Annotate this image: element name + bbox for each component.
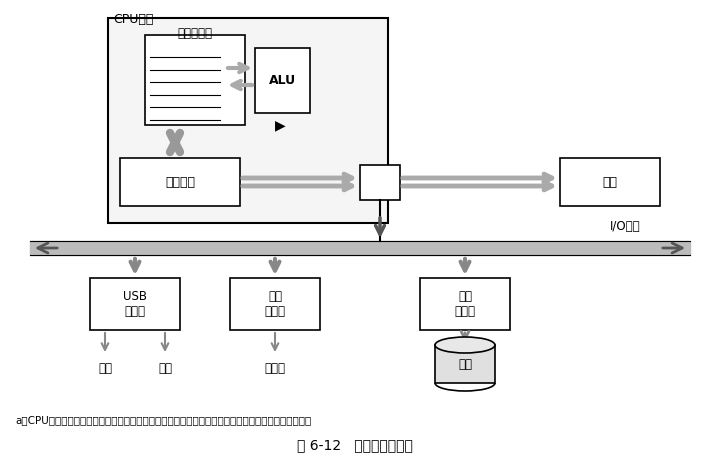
FancyBboxPatch shape — [90, 278, 180, 330]
FancyBboxPatch shape — [420, 278, 510, 330]
Text: 鼠标: 鼠标 — [98, 362, 112, 375]
Text: 寄存器文件: 寄存器文件 — [178, 27, 213, 40]
Text: I/O总线: I/O总线 — [610, 220, 641, 233]
Text: 磁盘
控制器: 磁盘 控制器 — [454, 290, 476, 318]
Text: 图 6-12   读一个磁盘扇区: 图 6-12 读一个磁盘扇区 — [297, 438, 413, 452]
Text: ▶: ▶ — [274, 118, 285, 132]
Ellipse shape — [435, 337, 495, 353]
FancyBboxPatch shape — [435, 345, 495, 383]
Text: 监视器: 监视器 — [264, 362, 286, 375]
Text: 磁盘: 磁盘 — [458, 358, 472, 370]
FancyBboxPatch shape — [360, 165, 400, 200]
FancyBboxPatch shape — [120, 158, 240, 206]
Text: 图形
适配器: 图形 适配器 — [264, 290, 286, 318]
Text: 主存: 主存 — [602, 175, 617, 189]
FancyBboxPatch shape — [255, 48, 310, 113]
Text: 总线接口: 总线接口 — [165, 175, 195, 189]
Text: CPU芯片: CPU芯片 — [113, 13, 154, 26]
Text: USB
控制器: USB 控制器 — [123, 290, 147, 318]
FancyBboxPatch shape — [230, 278, 320, 330]
Text: ALU: ALU — [269, 74, 296, 87]
FancyBboxPatch shape — [145, 35, 245, 125]
Text: a）CPU通过将命令、逻辑块号和目的存储器地址写到与磁盘相关联的存储器映射地址，发起一个碟盘读: a）CPU通过将命令、逻辑块号和目的存储器地址写到与磁盘相关联的存储器映射地址，… — [15, 415, 311, 425]
FancyBboxPatch shape — [108, 18, 388, 223]
FancyBboxPatch shape — [560, 158, 660, 206]
Text: 键盘: 键盘 — [158, 362, 172, 375]
